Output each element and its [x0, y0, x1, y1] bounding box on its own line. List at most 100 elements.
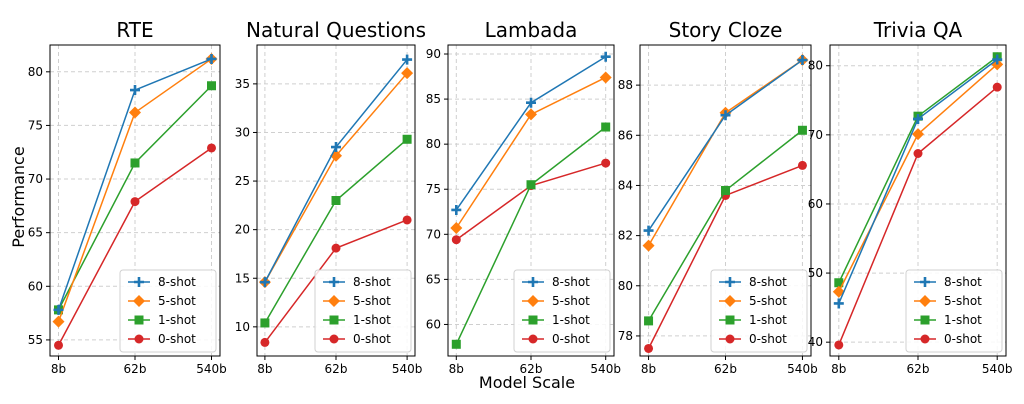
data-point-1-shot: [797, 125, 807, 135]
legend-marker: [920, 315, 930, 325]
data-point-8-shot: [600, 51, 611, 62]
legend-item-1-shot: 1-shot: [914, 313, 982, 327]
y-tick-label: 70: [28, 172, 43, 186]
legend-item-1-shot: 1-shot: [128, 313, 196, 327]
legend-label: 5-shot: [944, 294, 982, 308]
y-tick-label: 40: [808, 335, 823, 349]
legend-label: 1-shot: [749, 313, 787, 327]
legend: 8-shot 5-shot 1-shot 0-shot: [513, 269, 611, 353]
legend-marker: [920, 334, 930, 344]
legend-label: 8-shot: [749, 275, 787, 289]
legend-marker: [134, 277, 144, 287]
x-tick-label: 62b: [907, 362, 930, 376]
panel-title: Trivia QA: [873, 18, 963, 42]
data-point-0-shot: [601, 158, 611, 168]
panels: RTE 55 60 65 70 75 80 8b 62b 540b 8-shot 5-shot 1-sh…: [28, 18, 1013, 376]
data-point-8-shot: [451, 204, 462, 215]
data-point-5-shot: [525, 108, 537, 121]
data-point-1-shot: [260, 318, 270, 328]
series-0-shot: [834, 82, 1002, 350]
y-tick-label: 86: [618, 128, 633, 142]
y-tick-label: 80: [808, 59, 823, 73]
legend-box: [905, 269, 1003, 353]
panel-title: Lambada: [485, 18, 578, 42]
data-point-8-shot: [720, 110, 731, 121]
legend-marker: [527, 295, 539, 307]
legend-item-1-shot: 1-shot: [323, 313, 391, 327]
legend-marker: [134, 334, 144, 344]
data-point-0-shot: [207, 143, 216, 153]
legend-marker: [134, 315, 144, 325]
legend-box: [710, 269, 808, 353]
legend-label: 1-shot: [944, 313, 982, 327]
data-point-8-shot: [833, 298, 844, 309]
legend-marker: [725, 334, 735, 344]
series-8-shot: [643, 55, 808, 236]
legend-marker: [329, 277, 339, 287]
y-tick-label: 65: [28, 226, 43, 240]
legend-label: 0-shot: [353, 332, 391, 346]
legend-item-8-shot: 8-shot: [719, 275, 787, 289]
y-tick-label: 30: [235, 125, 250, 139]
legend-label: 0-shot: [944, 332, 982, 346]
x-tick-label: 62b: [714, 362, 737, 376]
legend-label: 0-shot: [158, 332, 196, 346]
data-point-5-shot: [450, 221, 463, 234]
data-point-8-shot: [259, 277, 270, 288]
legend-label: 1-shot: [353, 313, 391, 327]
data-point-1-shot: [721, 185, 730, 195]
x-tick-label: 8b: [257, 362, 272, 376]
x-tick-label: 8b: [51, 362, 66, 376]
data-point-8-shot: [331, 142, 341, 153]
data-point-1-shot: [644, 316, 654, 326]
data-point-0-shot: [260, 337, 270, 347]
legend-item-8-shot: 8-shot: [914, 275, 982, 289]
x-tick-label: 8b: [831, 362, 846, 376]
legend-marker: [133, 295, 145, 307]
legend-label: 0-shot: [749, 332, 787, 346]
legend-label: 0-shot: [552, 332, 590, 346]
data-point-5-shot: [912, 128, 924, 141]
data-point-1-shot: [451, 339, 461, 349]
panel-rte: RTE 55 60 65 70 75 80 8b 62b 540b 8-shot 5-shot 1-sh…: [28, 18, 227, 376]
legend: 8-shot 5-shot 1-shot 0-shot: [119, 269, 217, 353]
legend-marker: [328, 295, 340, 307]
y-tick-label: 55: [28, 333, 43, 347]
panel-title: RTE: [116, 18, 153, 42]
legend-item-1-shot: 1-shot: [719, 313, 787, 327]
data-point-0-shot: [402, 215, 412, 225]
y-tick-label: 50: [808, 266, 823, 280]
y-tick-label: 88: [618, 78, 633, 92]
data-point-8-shot: [643, 225, 654, 236]
legend-item-8-shot: 8-shot: [128, 275, 196, 289]
legend-marker: [329, 334, 339, 344]
legend-item-5-shot: 5-shot: [719, 294, 787, 308]
legend-item-0-shot: 0-shot: [323, 332, 391, 346]
legend-marker: [920, 277, 930, 287]
legend: 8-shot 5-shot 1-shot 0-shot: [710, 269, 808, 353]
legend-item-5-shot: 5-shot: [323, 294, 391, 308]
y-tick-label: 25: [235, 174, 250, 188]
data-point-0-shot: [644, 343, 654, 353]
legend-box: [314, 269, 412, 353]
series-8-shot: [53, 53, 217, 315]
legend-item-5-shot: 5-shot: [128, 294, 196, 308]
y-tick-label: 82: [618, 229, 633, 243]
y-tick-label: 60: [808, 197, 823, 211]
data-point-8-shot: [53, 304, 64, 315]
data-point-8-shot: [130, 85, 140, 96]
y-tick-label: 78: [618, 329, 633, 343]
x-tick-label: 540b: [392, 362, 423, 376]
x-tick-label: 62b: [124, 362, 147, 376]
y-tick-label: 75: [426, 182, 441, 196]
y-tick-label: 65: [426, 272, 441, 286]
data-point-5-shot: [401, 67, 414, 80]
legend-item-8-shot: 8-shot: [522, 275, 590, 289]
series-8-shot: [259, 54, 413, 288]
series-5-shot: [450, 71, 612, 234]
x-tick-label: 8b: [449, 362, 464, 376]
data-point-0-shot: [992, 82, 1002, 92]
panel-title: Natural Questions: [246, 18, 426, 42]
y-tick-label: 60: [426, 317, 441, 331]
series-1-shot: [451, 122, 611, 349]
